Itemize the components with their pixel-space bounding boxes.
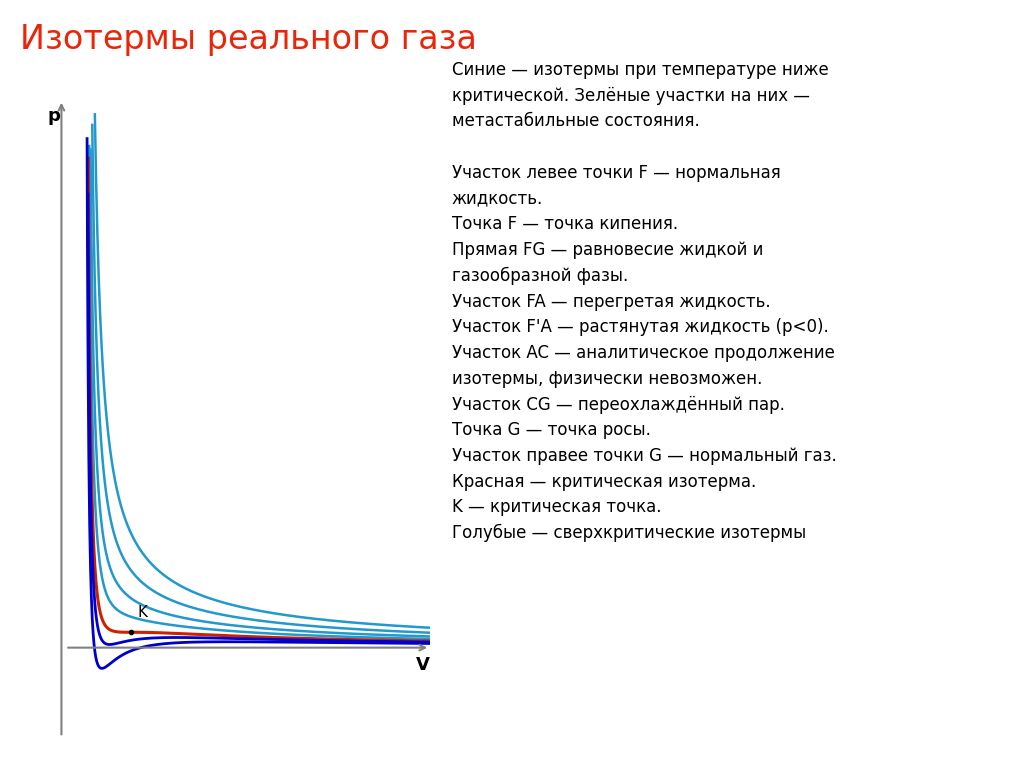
Text: Изотермы реального газа: Изотермы реального газа	[20, 23, 477, 56]
Text: Синие — изотермы при температуре ниже
критической. Зелёные участки на них —
мета: Синие — изотермы при температуре ниже кр…	[452, 61, 837, 542]
Text: p: p	[47, 108, 60, 125]
Text: K: K	[137, 605, 147, 620]
Text: V: V	[416, 656, 430, 674]
